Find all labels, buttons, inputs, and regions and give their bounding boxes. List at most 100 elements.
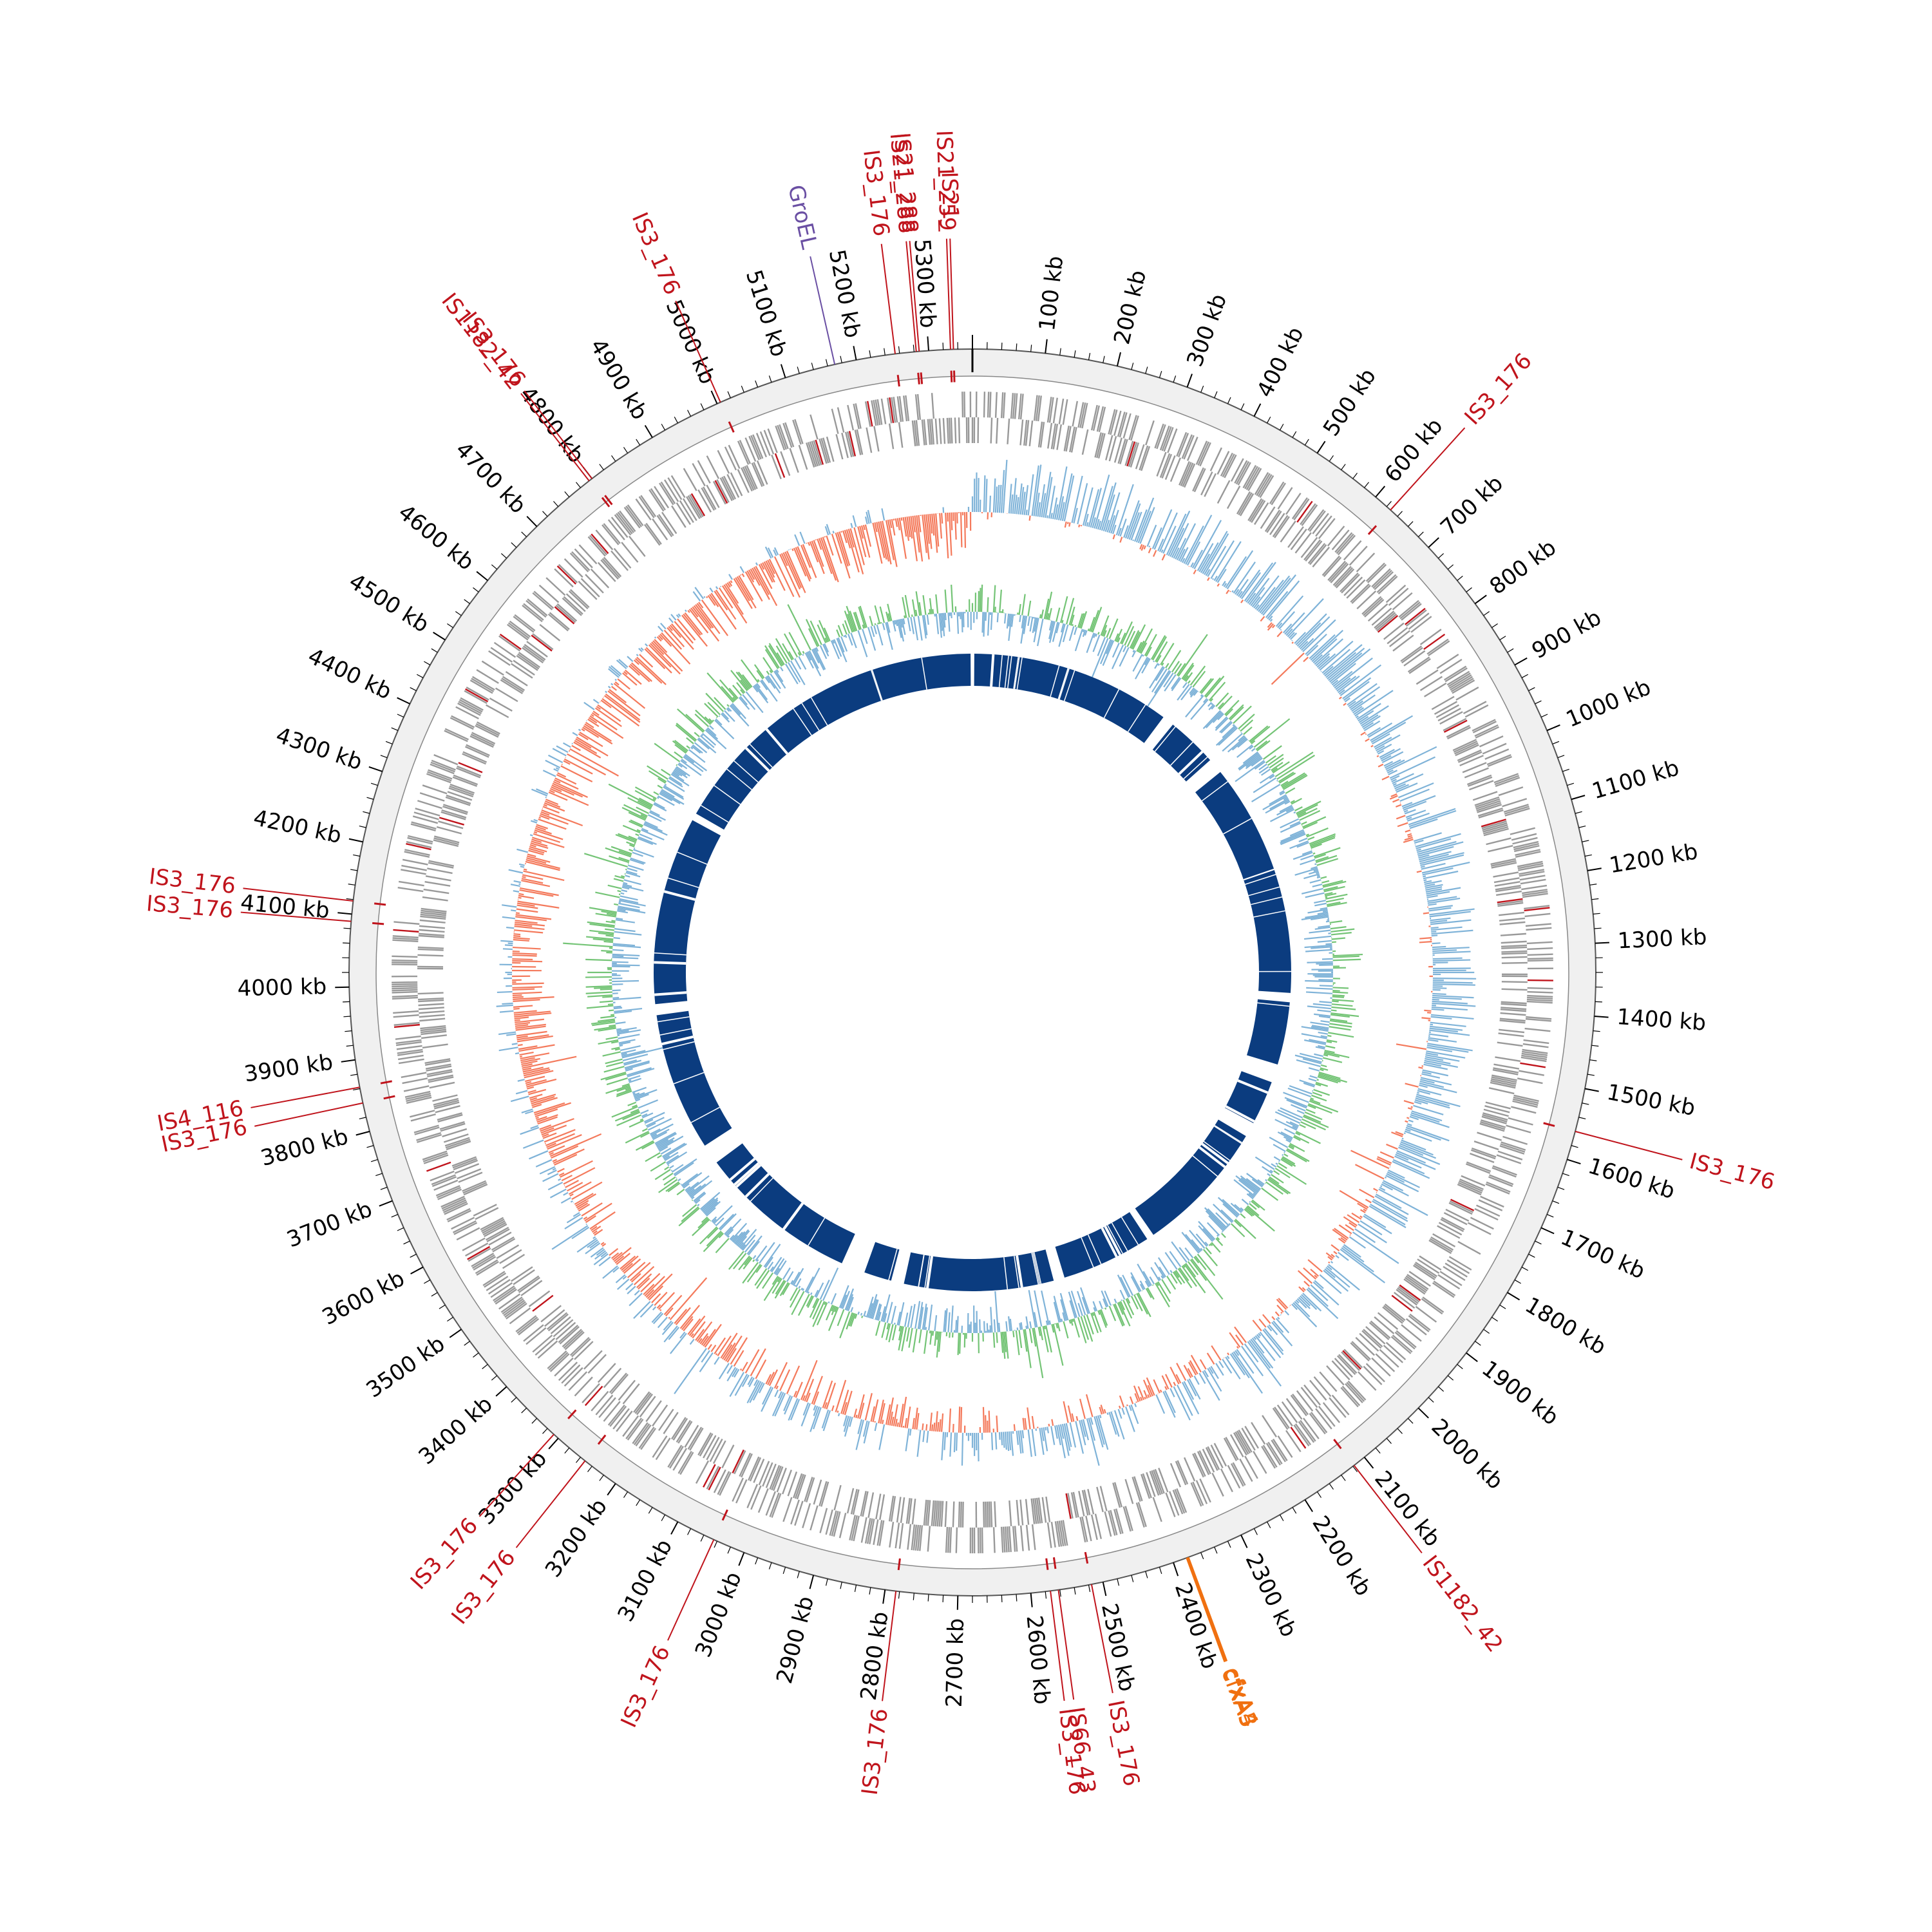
gc-skew-bar [878,1424,886,1450]
gene-stripe [749,1457,762,1482]
gc-skew-bar [506,926,515,929]
gc-content-bar [632,1104,638,1108]
gc-skew-bar [1256,587,1276,611]
gene-stripe [1498,786,1524,797]
gc-content-bar [754,1268,768,1286]
gc-content-bar [627,864,644,871]
gene-stripe [1110,410,1118,435]
gene-stripe [831,1511,839,1537]
gene-stripe [1309,1413,1326,1435]
gc-content-bar [1222,724,1236,739]
gene-stripe [393,1021,420,1026]
gc-skew-bar [571,743,573,745]
gene-stripe [1294,1423,1312,1446]
gene-stripe [556,565,576,585]
tick-mark [564,1447,570,1454]
gc-skew-bar [1430,1016,1452,1020]
tick-mark [391,1214,399,1218]
gc-content-bar [1193,690,1198,696]
gene-stripe [1512,1098,1539,1106]
gc-content-bar [1207,1208,1227,1229]
gene-stripe [590,568,610,589]
gc-content-bar [682,1204,697,1217]
gc-skew-bar [560,1197,571,1204]
gc-skew-bar [1280,629,1282,631]
gc-content-bar [1182,1264,1186,1268]
gc-skew-bar [544,802,565,812]
gene-stripe [645,1400,662,1423]
gc-skew-bar [1050,1426,1056,1445]
gene-stripe [1501,952,1528,955]
gc-content-bar [643,822,663,832]
gene-stripe [950,417,953,444]
gc-skew-bar [822,536,839,583]
gc-skew-bar [846,529,860,573]
gene-stripe [632,1422,649,1444]
tick-label: 4000 kb [237,974,327,1001]
gc-skew-bar [1335,1255,1340,1259]
gene-stripe [1019,419,1024,446]
gc-content-bar [987,597,989,612]
gene-stripe [1332,565,1352,586]
gene-stripe [820,1481,829,1507]
gc-content-bar [1130,1272,1142,1292]
gc-skew-bar [1229,591,1231,592]
gene-stripe [532,1334,553,1353]
gc-skew-bar [588,717,598,724]
gc-content-bar [1222,1198,1240,1216]
gc-skew-bar [1275,595,1304,627]
gene-stripe [1198,1450,1211,1475]
gc-content-bar [728,1251,744,1270]
gc-skew-bar [775,1385,779,1390]
gc-skew-bar [904,1417,907,1428]
gc-skew-bar [659,633,672,647]
blast-hit-gap [663,890,696,901]
gc-content-bar [1317,940,1332,943]
tick-mark [410,687,417,692]
blast-hit-gap [998,655,1003,688]
gc-content-bar [1185,1263,1197,1278]
gene-stripe [1483,828,1509,837]
gene-stripe [769,1464,781,1490]
tick-mark [1438,1386,1444,1392]
blast-hit-gap [729,1157,756,1181]
gc-content-bar [983,612,985,637]
gc-content-bar [656,1139,669,1147]
gene-stripe [1037,1497,1043,1524]
gc-skew-bar [859,1403,865,1419]
gc-content-bar [1222,732,1244,752]
gc-skew-bar [1057,1425,1066,1459]
blast-hit-gap [1104,1226,1122,1256]
gene-stripe [1025,420,1030,446]
gc-content-bar [662,1172,674,1181]
gene-stripe [1492,1167,1517,1178]
gc-skew-bar [752,1381,764,1401]
blast-hit-gap [1154,726,1176,752]
gene-stripe [397,887,424,893]
gc-skew-bar [908,516,913,539]
gc-skew-bar [591,1226,598,1231]
gene-stripe [622,1383,640,1405]
gc-content-bar [706,1230,722,1247]
gc-content-bar [1314,902,1327,907]
gene-stripe [397,1050,423,1056]
gc-content-bar [1301,887,1323,895]
gc-content-bar [587,994,613,998]
gc-skew-bar [549,790,555,793]
gc-content-bar [1154,1262,1166,1278]
gc-skew-bar [1358,710,1374,722]
gene-stripe [558,564,578,583]
gc-skew-bar [584,723,612,742]
gc-content-bar [1018,1330,1023,1349]
gc-skew-bar [643,1283,655,1296]
gc-skew-bar [611,686,617,691]
blast-hit-gap [1223,818,1252,835]
gc-content-bar [589,929,614,934]
gene-stripe [526,1327,547,1345]
gc-content-bar [1145,647,1152,657]
gene-stripe [469,679,493,694]
tick-mark [343,1016,351,1018]
gc-content-bar [724,1226,732,1235]
gc-skew-bar [1190,562,1194,568]
gene-stripe [1491,862,1517,869]
